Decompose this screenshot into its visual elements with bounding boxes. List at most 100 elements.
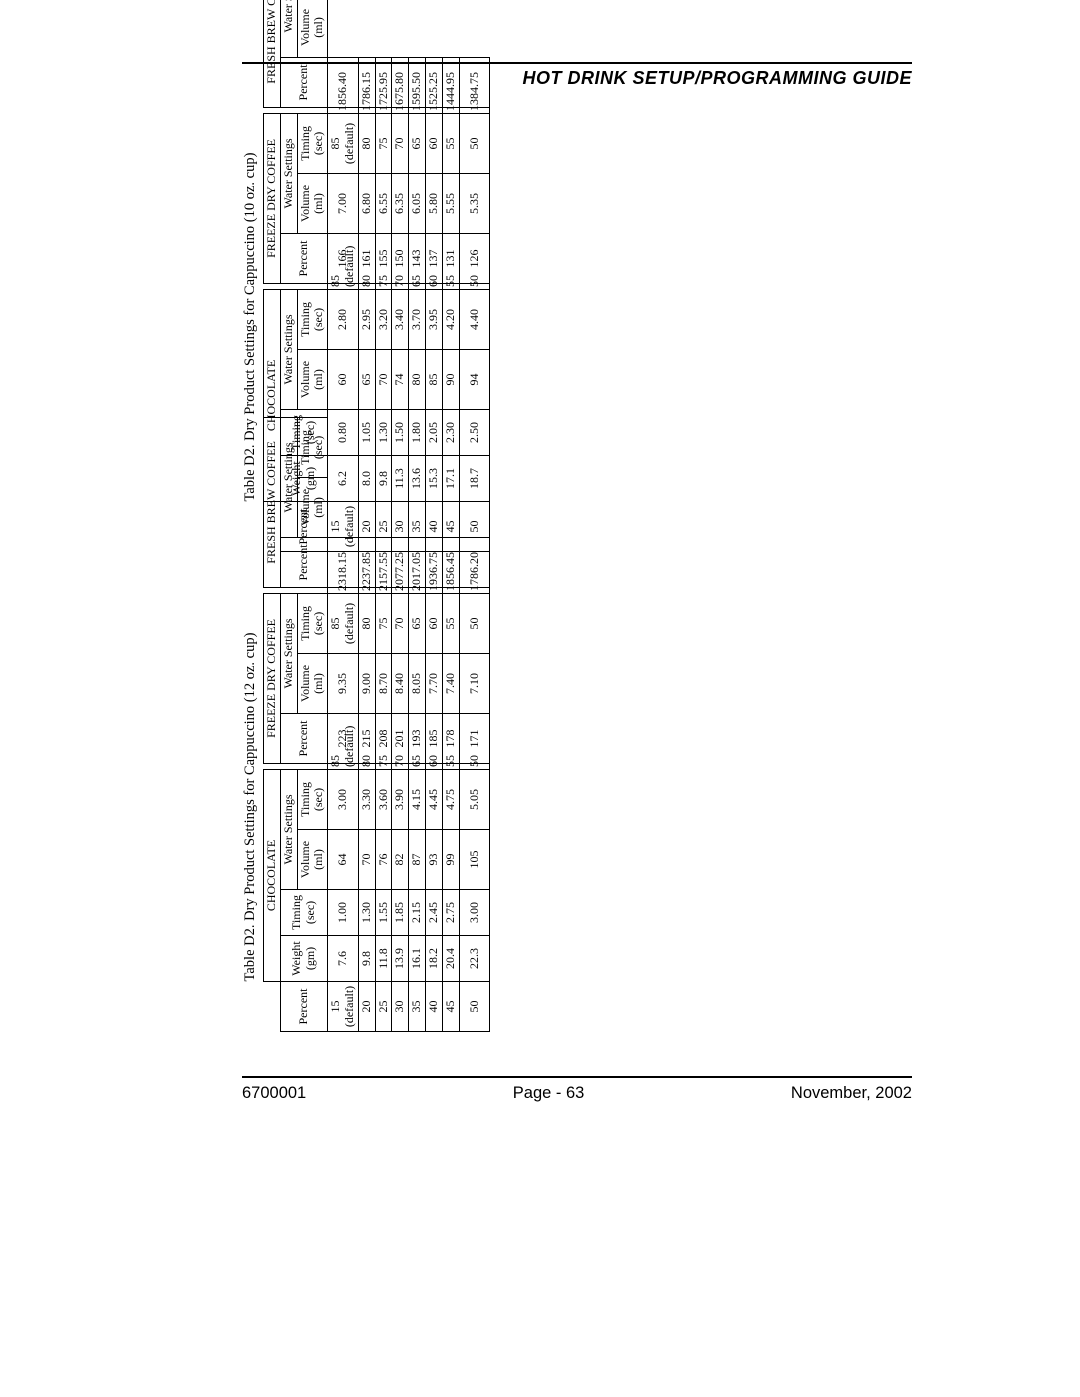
cell-vol1: 65 bbox=[358, 350, 375, 410]
table-row: 2511.81.55763.60752088.70752157.55 bbox=[375, 417, 392, 1031]
cell-wt: 22.3 bbox=[459, 936, 490, 982]
col-timing-sec-fb: Timing (sec) bbox=[297, 417, 328, 477]
cell-wt: 16.1 bbox=[409, 936, 426, 982]
cell-bvol: 144 bbox=[442, 107, 459, 113]
cell-bvol: 178 bbox=[459, 587, 490, 593]
cell-bpct: 60 bbox=[425, 113, 442, 173]
cell-vol1: 94 bbox=[459, 350, 490, 410]
cell-wt: 18.2 bbox=[425, 936, 442, 982]
cell-fts: 5.80 bbox=[425, 173, 442, 233]
cell-bvol: 185 bbox=[442, 587, 459, 593]
blank-header bbox=[264, 982, 281, 1032]
cell-bpct: 65 bbox=[409, 113, 426, 173]
cell-tm: 2.15 bbox=[409, 890, 426, 936]
cell-vol1: 82 bbox=[392, 830, 409, 890]
col-water-settings-fd: Water Settings bbox=[280, 593, 297, 713]
cell-pct: 45 bbox=[442, 982, 459, 1032]
cell-vol1: 64 bbox=[328, 830, 359, 890]
col-group-fresh-brew: FRESH BREW COFFEE bbox=[264, 417, 281, 587]
col-timing-sec: Timing (sec) bbox=[297, 289, 328, 349]
cell-ts1: 4.15 bbox=[409, 769, 426, 829]
cell-bvol: 207 bbox=[392, 587, 409, 593]
cell-bvol: 215 bbox=[375, 587, 392, 593]
cell-ts1: 3.00 bbox=[328, 769, 359, 829]
cell-bpct: 75 bbox=[375, 113, 392, 173]
table-caption: Table D2. Dry Product Settings for Cappu… bbox=[242, 582, 259, 1032]
cell-bpct: 75 bbox=[375, 593, 392, 653]
col-percent: Percent bbox=[280, 982, 327, 1032]
cell-pct: 40 bbox=[425, 982, 442, 1032]
cell-bpct: 65 bbox=[409, 593, 426, 653]
cell-bpct: 85 (default) bbox=[328, 593, 359, 653]
footer-date: November, 2002 bbox=[791, 1084, 912, 1103]
cell-vol1: 90 bbox=[442, 350, 459, 410]
col-weight: Weight(gm) bbox=[280, 936, 327, 982]
cell-fpct: 50 bbox=[459, 763, 490, 769]
cell-pct: 20 bbox=[358, 982, 375, 1032]
cell-bvol: 201 bbox=[409, 587, 426, 593]
footer-doc-number: 6700001 bbox=[242, 1084, 306, 1103]
cell-fpct: 60 bbox=[425, 763, 442, 769]
cell-vol1: 87 bbox=[409, 830, 426, 890]
cell-vol1: 80 bbox=[409, 350, 426, 410]
cell-fpct: 60 bbox=[425, 283, 442, 289]
col-group-freeze-dry: FREEZE DRY COFFEE bbox=[264, 113, 281, 283]
col-timing: Timing(sec) bbox=[280, 890, 327, 936]
content-frame: HOT DRINK SETUP/PROGRAMMING GUIDE Table … bbox=[242, 62, 912, 1070]
cell-tm: 2.45 bbox=[425, 890, 442, 936]
cell-bpct: 80 bbox=[358, 593, 375, 653]
cell-bvol: 185 bbox=[328, 107, 359, 113]
cell-fts: 6.80 bbox=[358, 173, 375, 233]
cell-bvol: 152 bbox=[425, 107, 442, 113]
cell-vol1: 76 bbox=[375, 830, 392, 890]
cell-wt: 20.4 bbox=[442, 936, 459, 982]
cell-bvol: 167 bbox=[392, 107, 409, 113]
cell-pct: 25 bbox=[375, 982, 392, 1032]
cell-bvol: 178 bbox=[358, 107, 375, 113]
cell-fts: 6.55 bbox=[375, 173, 392, 233]
table-block-12oz: Table D2. Dry Product Settings for Cappu… bbox=[242, 582, 902, 1032]
cell-tm: 2.75 bbox=[442, 890, 459, 936]
col-timing-sec: Timing (sec) bbox=[297, 769, 328, 829]
cell-bpct: 70 bbox=[392, 113, 409, 173]
cell-fpct: 55 bbox=[442, 283, 459, 289]
cell-fts: 6.05 bbox=[409, 173, 426, 233]
cell-bpct: 70 bbox=[392, 593, 409, 653]
table-row: 3516.12.15874.15651938.05652017.05 bbox=[409, 417, 426, 1031]
cell-bvol: 172 bbox=[375, 107, 392, 113]
cell-vol1: 99 bbox=[442, 830, 459, 890]
col-water-settings: Water Settings bbox=[280, 769, 297, 889]
cell-wt: 9.8 bbox=[358, 936, 375, 982]
cell-ts1: 4.20 bbox=[442, 289, 459, 349]
col-volume: Volume (ml) bbox=[297, 350, 328, 410]
cell-wt: 13.9 bbox=[392, 936, 409, 982]
cell-fpct: 80 bbox=[358, 283, 375, 289]
col-water-settings-fd: Water Settings bbox=[280, 113, 297, 233]
cell-bpct: 85 (default) bbox=[328, 113, 359, 173]
cell-tm: 1.55 bbox=[375, 890, 392, 936]
cell-ts1: 5.05 bbox=[459, 769, 490, 829]
page-footer: 6700001 Page - 63 November, 2002 bbox=[242, 1076, 912, 1103]
footer-page-number: Page - 63 bbox=[513, 1084, 585, 1103]
footer-rule bbox=[242, 1076, 912, 1078]
page: HOT DRINK SETUP/PROGRAMMING GUIDE Table … bbox=[0, 0, 1080, 1397]
cell-bpct: 50 bbox=[459, 593, 490, 653]
cell-tm: 1.30 bbox=[358, 890, 375, 936]
cell-fpct: 75 bbox=[375, 763, 392, 769]
cell-wt: 11.8 bbox=[375, 936, 392, 982]
cell-fts: 8.40 bbox=[392, 653, 409, 713]
col-group-chocolate: CHOCOLATE bbox=[264, 769, 281, 981]
cell-ts1: 3.90 bbox=[392, 769, 409, 829]
cell-ts1: 3.95 bbox=[425, 289, 442, 349]
cell-vol1: 60 bbox=[328, 350, 359, 410]
cell-fts: 7.70 bbox=[425, 653, 442, 713]
cell-fpct: 85 (default) bbox=[328, 763, 359, 769]
cell-bpct: 80 bbox=[358, 113, 375, 173]
cell-pct: 35 bbox=[409, 982, 426, 1032]
settings-table-12oz: CHOCOLATEFREEZE DRY COFFEEFRESH BREW COF… bbox=[263, 417, 490, 1032]
col-percent-fb: Percent bbox=[280, 57, 327, 107]
cell-fts: 5.35 bbox=[459, 173, 490, 233]
col-timing-sec-fd: Timing (sec) bbox=[297, 113, 328, 173]
table-row: 5022.33.001055.05501717.10501786.20 bbox=[459, 417, 490, 1031]
cell-vol1: 74 bbox=[392, 350, 409, 410]
